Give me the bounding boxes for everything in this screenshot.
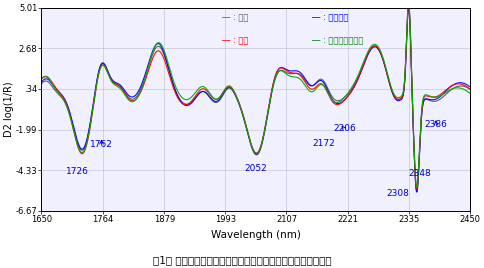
Text: 2052: 2052	[243, 165, 266, 173]
Text: 2172: 2172	[312, 139, 334, 148]
Text: 2386: 2386	[424, 120, 447, 129]
Text: 1762: 1762	[90, 140, 113, 149]
X-axis label: Wavelength (nm): Wavelength (nm)	[211, 230, 300, 240]
Y-axis label: D2 log(1/R): D2 log(1/R)	[4, 81, 14, 137]
Text: 1726: 1726	[65, 167, 88, 176]
Text: ― : ブタ: ― : ブタ	[221, 36, 247, 45]
Text: ― : ニワトリ: ― : ニワトリ	[311, 14, 348, 23]
Text: ― : フェザーミール: ― : フェザーミール	[311, 36, 363, 45]
Text: 2308: 2308	[385, 189, 408, 198]
Text: 2206: 2206	[333, 124, 355, 133]
Text: 2348: 2348	[408, 169, 431, 178]
Text: 図1． 二次微分スペクトルによる畜種別肉骨粉（現物）の識別: 図1． 二次微分スペクトルによる畜種別肉骨粉（現物）の識別	[153, 255, 331, 265]
Text: ― : ウシ: ― : ウシ	[221, 14, 247, 23]
